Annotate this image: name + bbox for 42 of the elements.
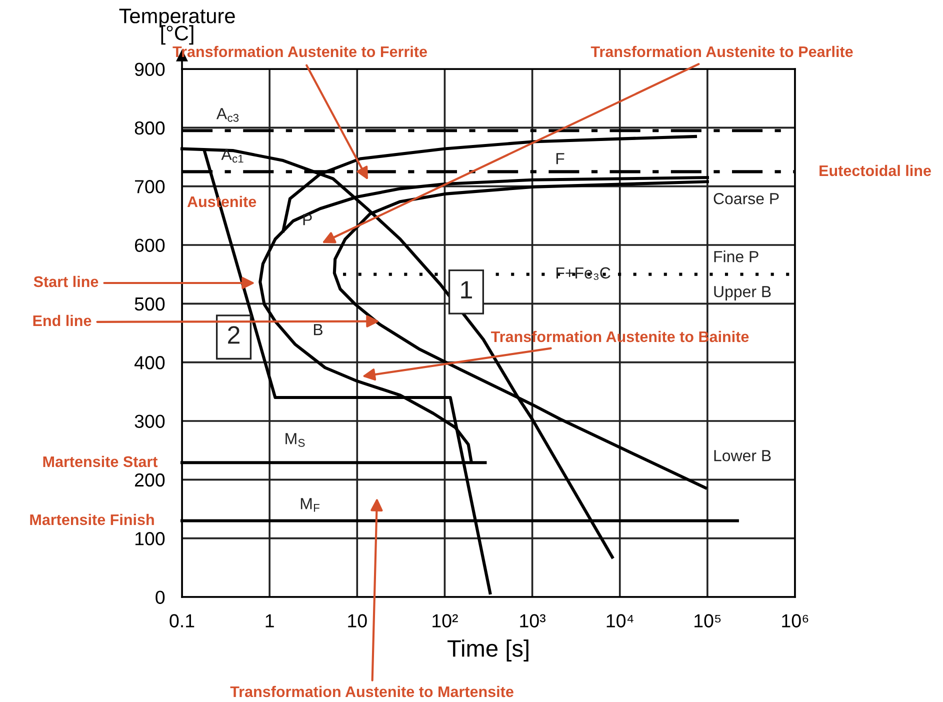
x-tick-label: 0.1 (170, 614, 194, 628)
text: Transformation Austenite to Pearlite (590, 46, 853, 58)
annotation: Martensite Start (43, 456, 158, 468)
y-tick-label: 600 (135, 238, 165, 252)
y-tick-label: 100 (135, 532, 165, 546)
y-tick-label: 800 (134, 121, 165, 135)
x-tick-label: 10³ (520, 614, 546, 628)
annotation: A$_{c3}$ (216, 108, 239, 122)
y-tick-label: 300 (134, 414, 165, 428)
y-tick-label: 400 (134, 356, 165, 370)
annotation: M$_{S}$ (286, 433, 305, 447)
y-axis-title: Temperature [°C] (119, 8, 235, 45)
x-tick-label: 10⁶ (782, 614, 808, 628)
y-tick-label: 200 (134, 473, 165, 487)
annotation: Fine P (714, 250, 758, 262)
annotation: End line (33, 314, 92, 326)
annotation: P (303, 214, 312, 226)
y-tick-label: 700 (135, 180, 165, 194)
x-tick-label: 10⁴ (606, 614, 634, 628)
annotation: Eutectoidal line (820, 164, 931, 176)
x-axis-title: Time [s] (448, 639, 528, 662)
text: Transformation Austenite to Martensite (230, 686, 514, 698)
annotation: M$_{F}$ (300, 498, 320, 512)
annotation: A$_{c1}$ (221, 148, 244, 163)
y-tick-label: 0 (156, 590, 165, 604)
annotation: 1 (461, 281, 472, 298)
x-tick-label: 10⁵ (694, 614, 721, 628)
annotation: 2 (228, 326, 240, 344)
text: Start line (34, 276, 98, 288)
x-tick-label: 10 (348, 614, 367, 628)
y-tick-label: 500 (134, 297, 165, 311)
annotation: Coarse P (714, 192, 779, 204)
annotation: F+Fe₃C (556, 267, 610, 280)
annotation: Lower B (714, 450, 771, 462)
y-tick-label: 900 (134, 62, 165, 76)
text: Transformation Austenite to Ferrite (172, 46, 427, 58)
annotation: Martensite Finish (30, 514, 154, 526)
annotation: F (556, 153, 564, 164)
x-tick-label: 1 (266, 614, 274, 628)
x-tick-label: 10² (432, 614, 458, 628)
annotation: B (314, 324, 322, 336)
annotation: Upper B (714, 286, 771, 300)
